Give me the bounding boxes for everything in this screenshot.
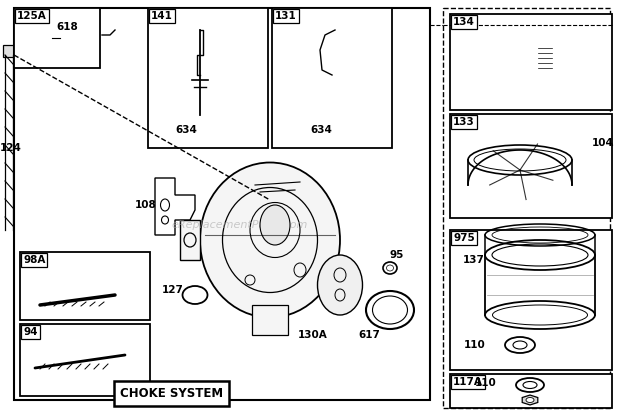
Ellipse shape	[526, 397, 534, 402]
Bar	[20, 324, 150, 396]
Polygon shape	[522, 395, 538, 405]
Ellipse shape	[260, 205, 290, 245]
Bar	[3, 45, 15, 57]
Bar	[20, 252, 150, 320]
Bar	[598, 141, 613, 152]
Bar	[252, 305, 288, 335]
Polygon shape	[538, 72, 552, 90]
Text: 104: 104	[592, 138, 614, 148]
Bar	[450, 230, 612, 370]
Bar	[443, 8, 610, 408]
Text: 634: 634	[310, 125, 332, 135]
Bar	[450, 14, 612, 110]
Ellipse shape	[200, 163, 340, 317]
Text: 130A: 130A	[298, 330, 328, 340]
Text: 95: 95	[390, 250, 404, 260]
Bar	[538, 42, 552, 72]
Text: CHOKE SYSTEM: CHOKE SYSTEM	[120, 387, 223, 400]
Text: 117A: 117A	[453, 377, 483, 387]
Text: 94: 94	[23, 327, 37, 337]
Bar	[450, 374, 612, 408]
Text: 134: 134	[453, 17, 475, 27]
Text: 110: 110	[464, 340, 485, 350]
Text: 634: 634	[175, 125, 197, 135]
Text: 108: 108	[135, 200, 157, 210]
Bar	[272, 8, 392, 148]
Ellipse shape	[122, 349, 134, 359]
Text: 617: 617	[358, 330, 380, 340]
Ellipse shape	[536, 27, 554, 37]
Text: 137: 137	[463, 255, 485, 265]
Polygon shape	[155, 178, 195, 235]
Bar	[148, 8, 268, 148]
Ellipse shape	[540, 90, 550, 98]
Text: eReplacementParts.com: eReplacementParts.com	[172, 220, 308, 230]
Bar	[14, 8, 100, 68]
Text: 133: 133	[453, 117, 475, 127]
Text: 127: 127	[162, 285, 184, 295]
Polygon shape	[180, 220, 200, 260]
Ellipse shape	[317, 255, 363, 315]
Ellipse shape	[331, 128, 339, 133]
Text: 124: 124	[0, 143, 22, 153]
Text: 98A: 98A	[23, 255, 45, 265]
Text: 110: 110	[475, 378, 497, 388]
Bar	[450, 114, 612, 218]
Text: 131: 131	[275, 11, 297, 21]
Text: 125A: 125A	[17, 11, 46, 21]
Ellipse shape	[113, 290, 123, 298]
Bar	[14, 8, 430, 400]
Text: 975: 975	[453, 233, 475, 243]
Text: 618: 618	[56, 22, 78, 32]
Text: 141: 141	[151, 11, 173, 21]
Ellipse shape	[196, 128, 204, 133]
